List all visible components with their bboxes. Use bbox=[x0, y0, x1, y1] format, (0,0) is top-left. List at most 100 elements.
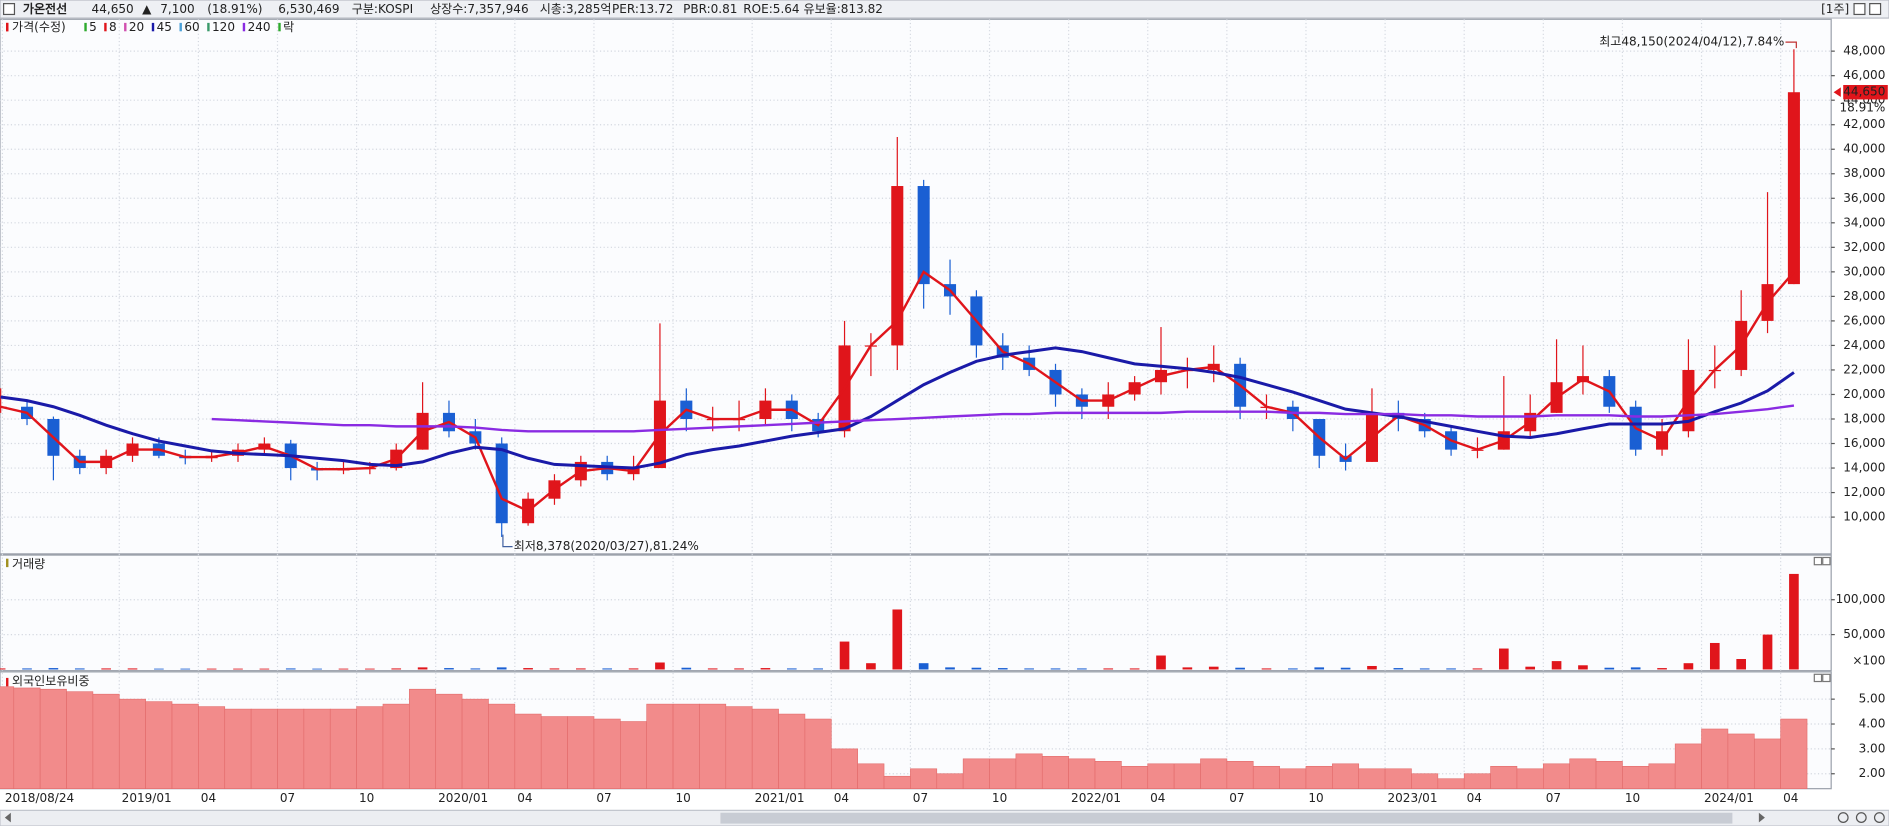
bar bbox=[1156, 655, 1166, 670]
header-info: PBR:0.81 bbox=[683, 2, 737, 16]
bar bbox=[1648, 763, 1676, 789]
bar bbox=[593, 718, 621, 789]
y-tick-label: 50,000 bbox=[1843, 627, 1885, 641]
panel-button[interactable] bbox=[1813, 673, 1823, 683]
moving-average-line bbox=[211, 404, 1795, 433]
zoom-button[interactable] bbox=[1855, 812, 1867, 823]
bar bbox=[496, 667, 507, 670]
bar bbox=[1015, 753, 1043, 789]
bar bbox=[936, 773, 964, 789]
scroll-right[interactable] bbox=[1758, 812, 1765, 823]
bar bbox=[1657, 668, 1667, 670]
moving-average-line bbox=[0, 346, 1795, 470]
bar bbox=[523, 668, 533, 670]
bar bbox=[356, 706, 384, 789]
bar bbox=[725, 706, 753, 789]
x-tick-label: 2022/01 bbox=[1071, 791, 1121, 805]
x-tick-label: 2019/01 bbox=[122, 791, 172, 805]
bar bbox=[171, 703, 199, 789]
bar bbox=[1340, 667, 1351, 670]
bar bbox=[707, 668, 718, 670]
bar bbox=[92, 693, 120, 789]
y-tick-label: 20,000 bbox=[1843, 387, 1885, 401]
bar bbox=[857, 763, 885, 789]
panel-button[interactable] bbox=[1822, 556, 1831, 566]
bar bbox=[0, 668, 6, 670]
bar bbox=[1332, 763, 1360, 789]
legend-swatch bbox=[84, 22, 87, 32]
last-price-tag bbox=[1843, 84, 1888, 100]
bar bbox=[628, 668, 639, 670]
header-change: 7,100 bbox=[160, 2, 194, 16]
y-tick-label: 34,000 bbox=[1843, 215, 1885, 229]
panel-button[interactable] bbox=[1822, 673, 1831, 683]
bar bbox=[154, 668, 164, 670]
candle-body bbox=[1787, 92, 1800, 285]
header-info: 상장수:7,357,946 bbox=[430, 2, 529, 16]
bar bbox=[1516, 768, 1544, 789]
bar bbox=[1288, 668, 1298, 670]
bar bbox=[540, 716, 568, 789]
volume-title: 거래량 bbox=[12, 557, 45, 571]
bar bbox=[892, 609, 903, 670]
x-tick-label: 2023/01 bbox=[1387, 791, 1437, 805]
bar bbox=[1305, 765, 1333, 789]
bar bbox=[1261, 668, 1272, 670]
restore-button[interactable] bbox=[1853, 3, 1866, 16]
header-info: 구분:KOSPI bbox=[352, 2, 413, 16]
bar bbox=[22, 668, 32, 670]
legend-label: 20 bbox=[129, 20, 144, 34]
y-tick-label: 100,000 bbox=[1836, 592, 1886, 606]
legend-swatch bbox=[104, 22, 107, 32]
y-tick-label: 16,000 bbox=[1843, 436, 1885, 450]
bar bbox=[488, 703, 516, 789]
zoom-button[interactable] bbox=[1873, 812, 1885, 823]
x-tick-label: 04 bbox=[1150, 791, 1165, 805]
y-tick-label: 26,000 bbox=[1843, 313, 1885, 327]
window-buttons[interactable] bbox=[1813, 3, 1885, 823]
close-button[interactable] bbox=[1869, 3, 1882, 16]
bar bbox=[0, 686, 15, 789]
low-arrow bbox=[502, 534, 513, 548]
x-tick-label: 10 bbox=[675, 791, 690, 805]
volume-unit: ×100 bbox=[1852, 654, 1885, 668]
bar bbox=[127, 668, 138, 670]
y-tick-label: 48,000 bbox=[1843, 44, 1885, 58]
scroll-thumb[interactable] bbox=[720, 812, 1733, 824]
candle-body bbox=[495, 443, 508, 524]
bar bbox=[1077, 668, 1087, 670]
bar bbox=[1472, 668, 1483, 670]
y-tick-label: 22,000 bbox=[1843, 362, 1885, 376]
panel-button[interactable] bbox=[1813, 556, 1823, 566]
bar bbox=[866, 663, 876, 670]
header-info: PER:13.72 bbox=[612, 2, 673, 16]
y-tick-label: 18,000 bbox=[1843, 412, 1885, 426]
bar bbox=[1367, 665, 1377, 670]
bar bbox=[224, 708, 252, 789]
bar bbox=[101, 668, 111, 670]
bars bbox=[0, 686, 1808, 789]
header-bar bbox=[0, 0, 1889, 19]
bar bbox=[285, 668, 296, 670]
bar bbox=[259, 668, 270, 670]
y-tick-label: 40,000 bbox=[1843, 142, 1885, 156]
bar bbox=[751, 708, 779, 789]
last-price-pointer bbox=[1833, 87, 1841, 98]
bar bbox=[813, 668, 823, 670]
bar bbox=[277, 708, 305, 789]
bar bbox=[1709, 642, 1720, 670]
bar bbox=[66, 691, 94, 789]
bar bbox=[1358, 768, 1386, 789]
x-tick-label: 10 bbox=[1625, 791, 1640, 805]
scroll-left[interactable] bbox=[4, 812, 11, 823]
zoom-button[interactable] bbox=[1837, 812, 1849, 823]
x-tick-label: 2024/01 bbox=[1704, 791, 1754, 805]
bar bbox=[250, 708, 278, 789]
y-tick-label: 24,000 bbox=[1843, 338, 1885, 352]
bar bbox=[514, 713, 542, 789]
y-tick-label: 4.00 bbox=[1859, 717, 1886, 731]
legend-label: 45 bbox=[157, 20, 172, 34]
bar bbox=[839, 641, 850, 670]
bar bbox=[1129, 668, 1140, 670]
bar bbox=[1279, 768, 1307, 789]
